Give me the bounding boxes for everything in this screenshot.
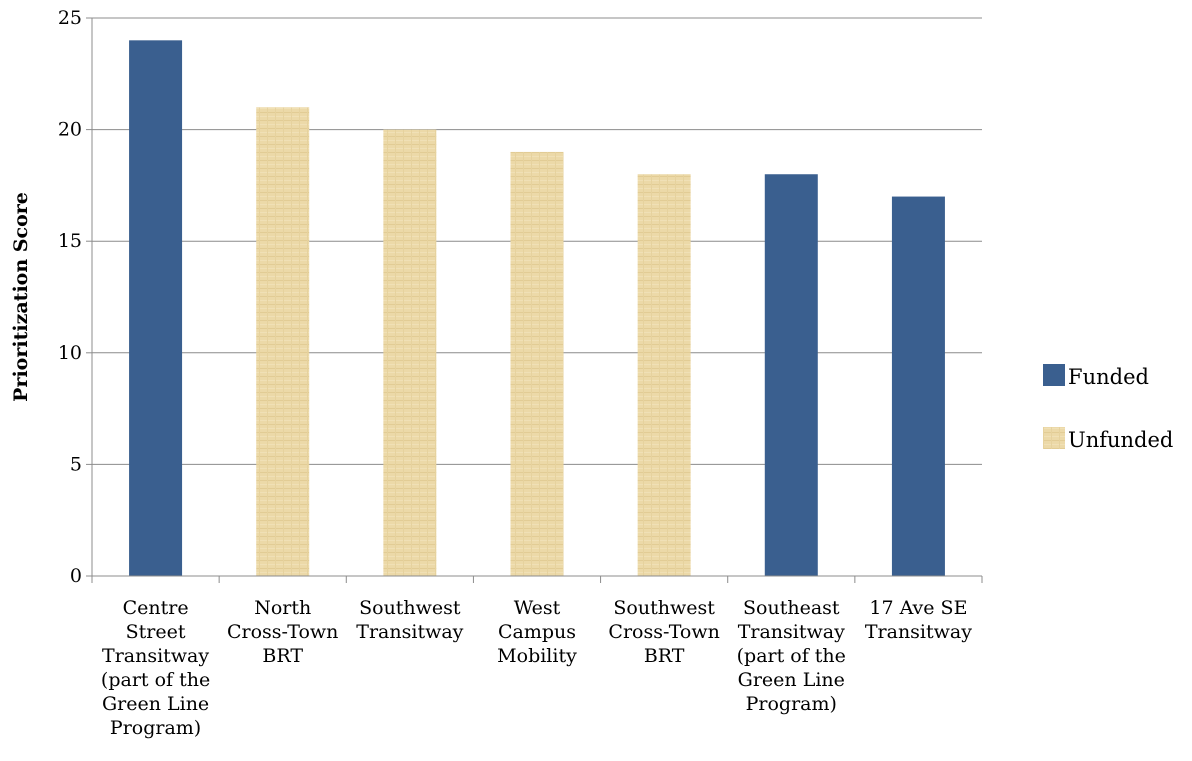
x-tick-label: 17 Ave SE Transitway — [865, 597, 972, 643]
legend-swatch-funded — [1043, 364, 1065, 386]
y-tick-label: 5 — [70, 453, 82, 475]
x-tick-label: Southwest Transitway — [356, 597, 463, 643]
bar-unfunded — [256, 107, 310, 576]
bar-funded — [891, 196, 945, 576]
y-tick-label: 0 — [70, 565, 82, 587]
y-axis-label: Prioritization Score — [10, 192, 32, 402]
legend-label-funded: Funded — [1068, 365, 1149, 389]
x-tick-label: West Campus Mobility — [497, 597, 577, 667]
x-tick-label: Southeast Transitway (part of the Green Lin… — [737, 597, 846, 715]
bar-funded — [764, 174, 818, 577]
legend-label-unfunded: Unfunded — [1068, 428, 1173, 452]
x-tick-labels: Centre Street Transitway (part of the Green … — [101, 597, 972, 739]
y-tick-label: 15 — [58, 230, 82, 252]
legend: Funded Unfunded — [1043, 364, 1173, 452]
legend-swatch-unfunded — [1043, 427, 1065, 449]
y-tick-labels: 0 5 10 15 20 25 — [58, 7, 82, 587]
x-tick-label: Southwest Cross-Town BRT — [608, 597, 719, 667]
x-tick-label: North Cross-Town BRT — [227, 597, 338, 667]
y-tick-label: 20 — [58, 119, 82, 141]
y-tick-label: 25 — [58, 7, 82, 29]
x-tick-label: Centre Street Transitway (part of the Green … — [101, 597, 210, 739]
y-tick-label: 10 — [58, 342, 82, 364]
bar-unfunded — [637, 174, 691, 577]
bar-funded — [129, 40, 183, 576]
axes — [86, 17, 983, 583]
bar-unfunded — [510, 151, 564, 577]
bar-unfunded — [383, 129, 437, 576]
bars — [129, 40, 945, 577]
